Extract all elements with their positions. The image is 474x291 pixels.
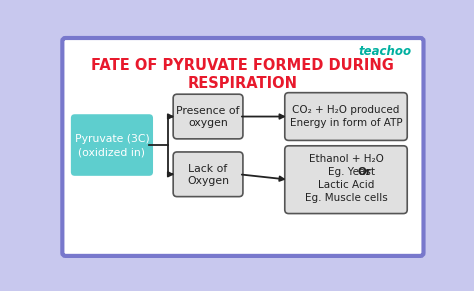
FancyBboxPatch shape (63, 38, 423, 256)
Text: teachoo: teachoo (359, 45, 412, 58)
FancyBboxPatch shape (173, 152, 243, 197)
FancyBboxPatch shape (71, 114, 153, 176)
Text: Lack of: Lack of (189, 164, 228, 174)
Text: FATE OF PYRUVATE FORMED DURING: FATE OF PYRUVATE FORMED DURING (91, 58, 394, 73)
Text: RESPIRATION: RESPIRATION (188, 76, 298, 91)
Text: CO₂ + H₂O produced: CO₂ + H₂O produced (292, 104, 400, 115)
Text: Energy in form of ATP: Energy in form of ATP (290, 118, 402, 128)
FancyBboxPatch shape (285, 146, 407, 214)
Text: oxygen: oxygen (188, 118, 228, 128)
Text: Presence of: Presence of (176, 106, 240, 116)
FancyBboxPatch shape (173, 94, 243, 139)
Text: Oxygen: Oxygen (187, 176, 229, 186)
Text: Lactic Acid: Lactic Acid (318, 180, 374, 190)
Text: (oxidized in): (oxidized in) (79, 148, 146, 158)
Text: Or: Or (358, 167, 372, 177)
Text: Eg. Yeast: Eg. Yeast (328, 167, 379, 177)
Text: Ethanol + H₂O: Ethanol + H₂O (309, 154, 383, 164)
Text: Eg. Muscle cells: Eg. Muscle cells (305, 193, 387, 203)
Text: Pyruvate (3C): Pyruvate (3C) (74, 134, 149, 144)
FancyBboxPatch shape (285, 93, 407, 141)
